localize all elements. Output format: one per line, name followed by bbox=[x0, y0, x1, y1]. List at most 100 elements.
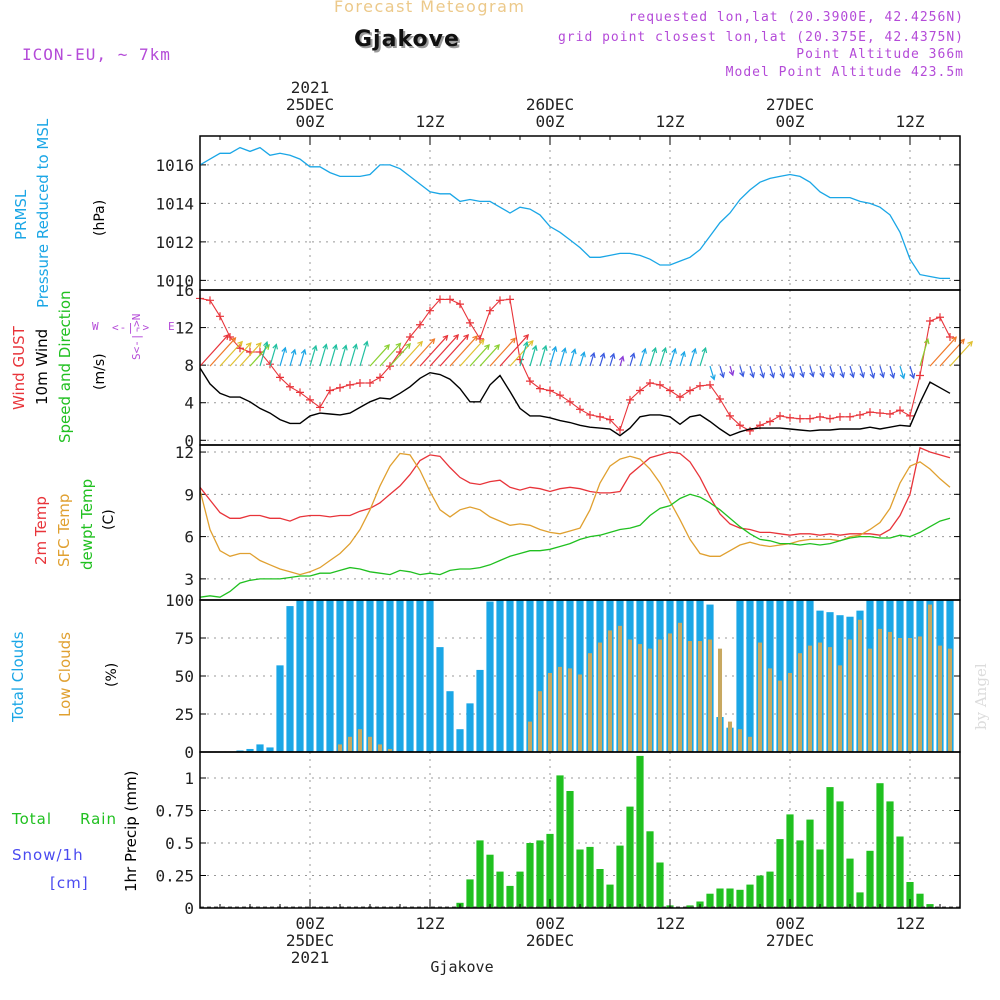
low-cloud-bar bbox=[537, 691, 543, 752]
low-cloud-bar bbox=[617, 625, 623, 752]
wind-arrow-head bbox=[701, 346, 708, 354]
y-tick-label: 50 bbox=[175, 667, 194, 686]
time-label-top: 25DEC bbox=[286, 95, 334, 114]
wind-arrow-head bbox=[510, 337, 516, 344]
gust-marker bbox=[436, 295, 444, 304]
wind-arrow bbox=[419, 335, 448, 367]
chart-title: Gjakove bbox=[354, 27, 460, 52]
gust-marker bbox=[236, 344, 244, 353]
low-cloud-bar bbox=[817, 642, 823, 752]
gust-marker bbox=[746, 426, 754, 435]
label-total: Total bbox=[12, 810, 53, 828]
wind-arrow bbox=[269, 344, 277, 367]
wind-arrow-head bbox=[609, 352, 616, 359]
wind-arrow bbox=[779, 365, 785, 378]
total-cloud-bar bbox=[246, 748, 254, 752]
wind-arrow bbox=[429, 334, 459, 367]
low-cloud-bar bbox=[877, 628, 883, 752]
compass-rose: W <-|-> E S<-|->N bbox=[92, 290, 182, 360]
total-cloud-bar bbox=[776, 600, 784, 752]
y-tick-label: 1 bbox=[184, 769, 194, 788]
precip-bar bbox=[556, 775, 564, 908]
low-cloud-bar bbox=[687, 641, 693, 752]
wind-arrow-head bbox=[728, 370, 735, 377]
wind-arrow-head bbox=[889, 372, 896, 379]
gust-marker bbox=[406, 332, 414, 341]
precip-bar bbox=[766, 871, 774, 908]
time-label-bottom: 12Z bbox=[656, 914, 685, 933]
wind-arrow bbox=[309, 345, 317, 367]
wind-arrow bbox=[239, 342, 262, 367]
time-label-bottom: 25DEC bbox=[286, 931, 334, 950]
gust-marker bbox=[416, 320, 424, 329]
label-rain: Rain bbox=[80, 810, 117, 828]
low-cloud-bar bbox=[847, 639, 853, 752]
wind-arrow bbox=[209, 337, 236, 367]
wind-arrow bbox=[609, 353, 615, 367]
gust-marker bbox=[696, 381, 704, 390]
precip-bar bbox=[906, 882, 914, 908]
wind-arrow bbox=[349, 344, 357, 367]
low-cloud-bar bbox=[547, 672, 553, 752]
precip-bar bbox=[866, 850, 874, 908]
wind-arrow bbox=[699, 347, 707, 367]
wind-arrow-head bbox=[561, 347, 567, 354]
wind-arrow-head bbox=[967, 340, 973, 347]
wind-arrow bbox=[379, 343, 401, 367]
wind-arrow bbox=[489, 337, 516, 367]
y-tick-label: 75 bbox=[175, 629, 194, 648]
wind-arrow-head bbox=[472, 335, 479, 342]
total-cloud-bar bbox=[406, 600, 414, 752]
chart-subtitle: Forecast Meteogram bbox=[334, 0, 526, 16]
low-cloud-bar bbox=[707, 639, 713, 752]
y-tick-label: 0.75 bbox=[155, 802, 194, 821]
wind-arrow-head bbox=[223, 334, 230, 340]
wind-arrow-head bbox=[363, 340, 369, 347]
time-label-bottom: 12Z bbox=[896, 914, 925, 933]
low-cloud-bar bbox=[937, 645, 943, 752]
y-tick-label: 16 bbox=[175, 281, 194, 300]
time-label-top: 2021 bbox=[291, 78, 330, 97]
wind-arrow-head bbox=[531, 344, 538, 351]
gust-marker bbox=[456, 300, 464, 309]
low-cloud-bar bbox=[857, 619, 863, 752]
total-cloud-bar bbox=[306, 600, 314, 752]
wind-arrow-head bbox=[899, 373, 906, 380]
wind-arrow bbox=[359, 341, 368, 367]
precip-bar bbox=[536, 840, 544, 908]
precip-bar bbox=[616, 845, 624, 908]
gust-marker bbox=[656, 380, 664, 389]
wind-arrow-head bbox=[909, 373, 916, 380]
total-cloud-bar bbox=[346, 600, 354, 752]
wind-arrow-head bbox=[719, 372, 726, 379]
total-cloud-bar bbox=[366, 600, 374, 752]
gust-marker bbox=[786, 413, 794, 422]
wind-arrow bbox=[469, 344, 490, 367]
low-cloud-bar bbox=[887, 631, 893, 752]
total-cloud-bar bbox=[236, 750, 244, 752]
precip-bar bbox=[716, 888, 724, 908]
wind-arrow bbox=[509, 340, 534, 367]
wind-arrow bbox=[459, 339, 485, 367]
wind-arrow bbox=[909, 365, 915, 379]
gust-marker bbox=[546, 386, 554, 395]
wind-arrow bbox=[249, 344, 270, 367]
total-cloud-bar bbox=[506, 600, 514, 752]
wind-arrow-head bbox=[671, 347, 677, 354]
wind-arrow bbox=[199, 334, 229, 367]
y-tick-label: 1012 bbox=[155, 233, 194, 252]
wind-arrow-head bbox=[237, 340, 243, 347]
y-tick-label: 25 bbox=[175, 705, 194, 724]
total-cloud-bar bbox=[456, 729, 464, 752]
info-requested: requested lon,lat (20.3900E, 42.4256N) bbox=[628, 10, 964, 25]
wind-arrow-head bbox=[405, 342, 411, 349]
gust-marker bbox=[466, 318, 474, 327]
low-cloud-bar bbox=[797, 653, 803, 752]
precip-bar bbox=[656, 862, 664, 908]
total-cloud-bar bbox=[736, 600, 744, 752]
low-cloud-bar bbox=[867, 648, 873, 752]
wind-arrow bbox=[649, 347, 657, 367]
wind-arrow bbox=[889, 365, 895, 378]
gust-marker bbox=[666, 386, 674, 395]
y-tick-label: 100 bbox=[165, 591, 194, 610]
